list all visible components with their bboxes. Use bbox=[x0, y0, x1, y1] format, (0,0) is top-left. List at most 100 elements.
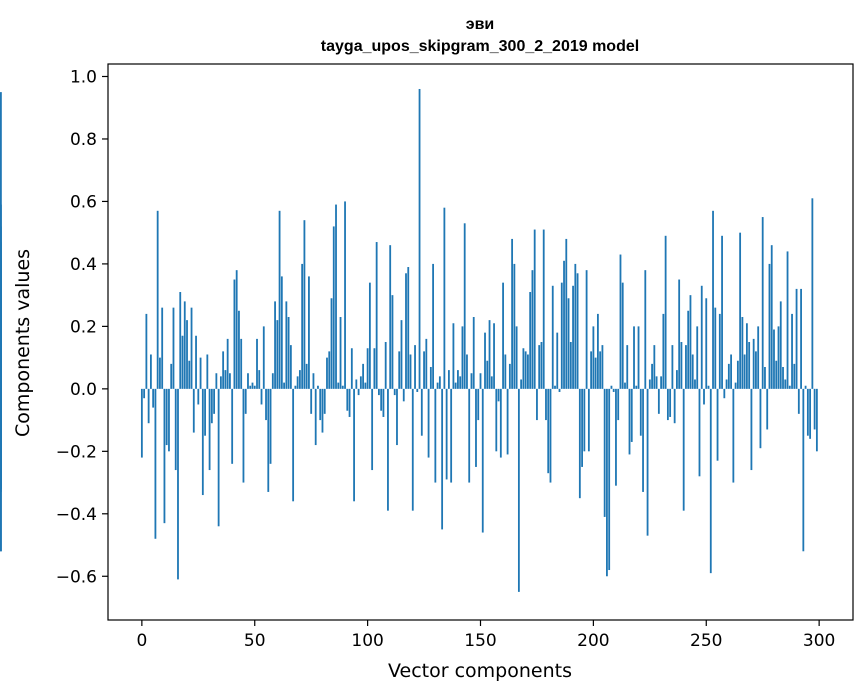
bar bbox=[815, 388, 818, 452]
y-tick-label: −0.4 bbox=[56, 505, 97, 525]
bar bbox=[384, 342, 387, 389]
bar bbox=[511, 238, 514, 389]
bar bbox=[694, 379, 696, 389]
bar bbox=[283, 382, 285, 389]
bar bbox=[303, 220, 306, 389]
bar bbox=[481, 388, 484, 533]
bar bbox=[335, 204, 337, 389]
bar bbox=[411, 388, 414, 511]
bar bbox=[213, 388, 216, 414]
bar bbox=[154, 388, 157, 539]
chart-subtitle: tayga_upos_skipgram_300_2_2019 model bbox=[321, 38, 639, 55]
bar bbox=[199, 357, 202, 389]
bar bbox=[520, 379, 523, 389]
bar bbox=[529, 292, 532, 389]
bar bbox=[545, 388, 547, 421]
y-tick-label: −0.6 bbox=[56, 567, 97, 587]
bar bbox=[572, 285, 574, 389]
bar bbox=[339, 317, 342, 389]
y-tick-label: 1.0 bbox=[70, 67, 97, 87]
bar bbox=[454, 382, 457, 389]
bar bbox=[140, 388, 143, 458]
bar bbox=[357, 388, 360, 396]
bar bbox=[240, 338, 243, 389]
bar bbox=[621, 282, 624, 389]
bar bbox=[484, 332, 486, 389]
bar bbox=[278, 210, 281, 389]
bar bbox=[355, 379, 358, 389]
bar bbox=[156, 210, 159, 389]
bar bbox=[698, 388, 701, 477]
bar bbox=[734, 382, 737, 389]
bar bbox=[517, 388, 520, 592]
bar bbox=[730, 354, 732, 389]
bar bbox=[308, 276, 310, 389]
bars-group bbox=[0, 88, 818, 592]
bar bbox=[371, 388, 374, 471]
bar bbox=[400, 320, 403, 389]
bar bbox=[680, 342, 683, 389]
bar bbox=[468, 388, 471, 483]
bar bbox=[502, 282, 504, 389]
bar bbox=[479, 373, 482, 389]
bar bbox=[447, 370, 450, 389]
x-axis: 0 50 100 150 200 250 300 bbox=[136, 620, 835, 651]
bar bbox=[271, 373, 274, 389]
bar bbox=[0, 92, 2, 389]
bar bbox=[353, 388, 355, 502]
bar bbox=[409, 354, 412, 389]
bar bbox=[177, 388, 179, 580]
bar bbox=[192, 388, 195, 433]
bar bbox=[782, 366, 784, 389]
bar bbox=[716, 388, 719, 461]
bar bbox=[802, 388, 805, 552]
bar bbox=[346, 388, 349, 411]
bar bbox=[274, 301, 276, 389]
x-tick-label: 250 bbox=[690, 631, 722, 651]
bar bbox=[188, 360, 191, 389]
bar bbox=[707, 385, 710, 389]
bar bbox=[432, 263, 434, 389]
bar bbox=[619, 254, 622, 389]
x-tick-label: 100 bbox=[351, 631, 383, 651]
bar bbox=[560, 282, 563, 389]
bar bbox=[527, 354, 529, 389]
bar bbox=[170, 363, 173, 389]
bar bbox=[210, 388, 213, 424]
x-tick-label: 50 bbox=[244, 631, 266, 651]
bar bbox=[407, 267, 410, 389]
bar bbox=[497, 388, 500, 402]
bar bbox=[655, 376, 658, 389]
bar bbox=[689, 295, 692, 389]
bar bbox=[452, 323, 455, 389]
bar bbox=[624, 382, 626, 389]
bar bbox=[441, 388, 444, 530]
bar bbox=[739, 232, 742, 389]
y-axis-label: Components values bbox=[12, 249, 34, 437]
bar bbox=[786, 251, 789, 389]
bar bbox=[723, 388, 726, 399]
bar bbox=[470, 373, 473, 389]
bar bbox=[752, 338, 755, 389]
bar bbox=[797, 388, 800, 414]
y-tick-label: −0.2 bbox=[56, 442, 97, 462]
bar bbox=[179, 292, 182, 389]
bar bbox=[653, 345, 656, 389]
bar bbox=[258, 370, 261, 389]
bar bbox=[766, 388, 769, 430]
bar bbox=[149, 354, 152, 389]
x-tick-label: 150 bbox=[464, 631, 496, 651]
bar bbox=[244, 388, 247, 414]
bar bbox=[305, 363, 308, 389]
bar bbox=[183, 301, 186, 389]
bar bbox=[759, 388, 762, 449]
bar bbox=[436, 382, 439, 389]
bar bbox=[536, 388, 538, 421]
bar bbox=[524, 351, 527, 389]
bar bbox=[238, 310, 240, 389]
bar bbox=[576, 273, 579, 389]
bar bbox=[380, 388, 383, 411]
bar bbox=[319, 388, 322, 421]
bar bbox=[174, 388, 177, 471]
bar bbox=[159, 357, 161, 389]
